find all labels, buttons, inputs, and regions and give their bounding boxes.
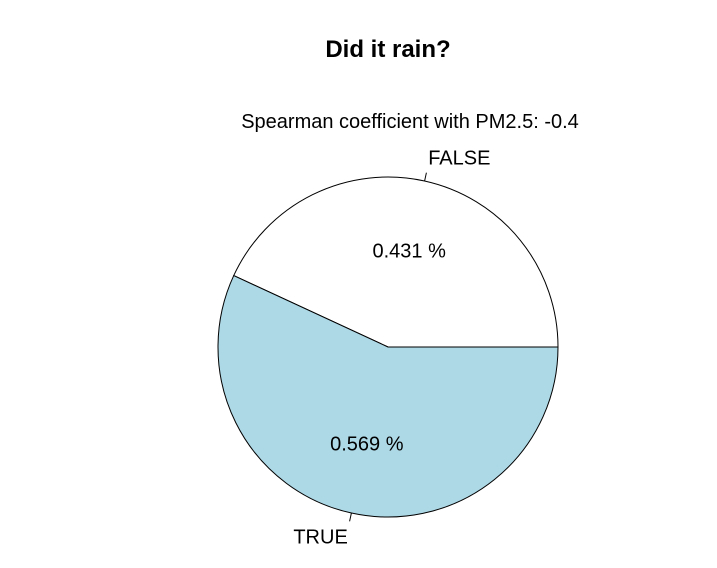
pie-labels: 0.431 % FALSE 0.569 % TRUE [293, 147, 490, 548]
slice-label-tick-false [424, 172, 427, 182]
slice-label-tick-true [349, 512, 352, 522]
chart-subtitle: Spearman coefficient with PM2.5: -0.4 [241, 111, 579, 133]
slice-name-label-true: TRUE [293, 527, 347, 549]
slice-value-label-false: 0.431 % [373, 241, 447, 263]
slice-name-label-false: FALSE [428, 147, 490, 169]
pie-slices [217, 176, 559, 518]
slice-value-label-true: 0.569 % [330, 433, 404, 455]
chart-title: Did it rain? [325, 36, 450, 63]
pie-slice-false [233, 176, 559, 348]
